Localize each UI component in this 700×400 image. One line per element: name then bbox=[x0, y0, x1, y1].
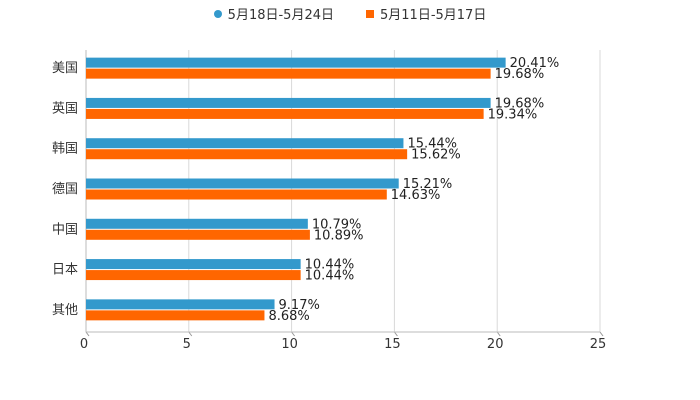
x-tick-mark bbox=[188, 331, 193, 337]
bar-series-1 bbox=[86, 138, 404, 149]
category-label: 其他 bbox=[52, 303, 78, 318]
legend-marker-series-2 bbox=[366, 9, 374, 18]
category-label: 韩国 bbox=[52, 142, 78, 157]
data-label-series-1: 15.44% bbox=[407, 137, 457, 152]
legend-item-series-2[interactable]: 5月11日-5月17日 bbox=[366, 4, 486, 23]
bar-series-2 bbox=[86, 108, 484, 119]
legend-label-series-1: 5月18日-5月24日 bbox=[227, 8, 334, 23]
x-tick-label: 0 bbox=[80, 337, 88, 352]
data-label-series-1: 15.21% bbox=[403, 177, 453, 192]
x-tick-label: 15 bbox=[384, 337, 401, 352]
category-label: 中国 bbox=[52, 222, 78, 237]
category-label: 美国 bbox=[52, 61, 78, 76]
data-label-series-1: 19.68% bbox=[495, 96, 545, 111]
bar-series-1 bbox=[86, 57, 506, 68]
legend-marker-series-1 bbox=[213, 9, 222, 18]
x-tick-mark bbox=[291, 331, 296, 337]
bar-series-2 bbox=[86, 149, 408, 160]
category-label: 德国 bbox=[52, 182, 78, 197]
legend-item-series-1[interactable]: 5月18日-5月24日 bbox=[213, 4, 334, 23]
data-label-series-2: 19.34% bbox=[488, 107, 538, 122]
x-tick-label: 10 bbox=[281, 337, 298, 352]
bar-series-1 bbox=[86, 97, 491, 108]
data-label-series-2: 8.68% bbox=[268, 309, 309, 324]
bar-series-1 bbox=[86, 218, 308, 229]
x-tick-label: 20 bbox=[487, 337, 504, 352]
bar-series-2 bbox=[86, 310, 265, 321]
data-label-series-2: 14.63% bbox=[391, 188, 441, 203]
legend: 5月18日-5月24日 5月11日-5月17日 bbox=[0, 4, 700, 23]
category-label: 英国 bbox=[52, 101, 78, 116]
x-tick-mark bbox=[85, 331, 90, 337]
data-label-series-1: 20.41% bbox=[510, 56, 560, 71]
data-label-series-1: 10.79% bbox=[312, 217, 362, 232]
data-label-series-2: 10.44% bbox=[305, 269, 355, 284]
bar-series-2 bbox=[86, 68, 491, 79]
x-tick-label: 5 bbox=[183, 337, 191, 352]
x-tick-mark bbox=[599, 331, 604, 337]
x-tick-label: 25 bbox=[590, 337, 607, 352]
bar-series-1 bbox=[86, 178, 399, 189]
data-label-series-2: 19.68% bbox=[495, 67, 545, 82]
bar-series-2 bbox=[86, 189, 387, 200]
category-label: 日本 bbox=[52, 263, 78, 278]
data-label-series-1: 9.17% bbox=[279, 298, 320, 313]
bar-series-2 bbox=[86, 270, 301, 281]
bar-series-2 bbox=[86, 229, 310, 240]
x-tick-mark bbox=[496, 331, 501, 337]
data-label-series-2: 15.62% bbox=[411, 148, 461, 163]
x-tick-mark bbox=[393, 331, 398, 337]
bar-series-1 bbox=[86, 259, 301, 270]
data-label-series-1: 10.44% bbox=[305, 258, 355, 273]
bar-series-1 bbox=[86, 299, 275, 310]
legend-label-series-2: 5月11日-5月17日 bbox=[380, 8, 487, 23]
data-label-series-2: 10.89% bbox=[314, 228, 364, 243]
